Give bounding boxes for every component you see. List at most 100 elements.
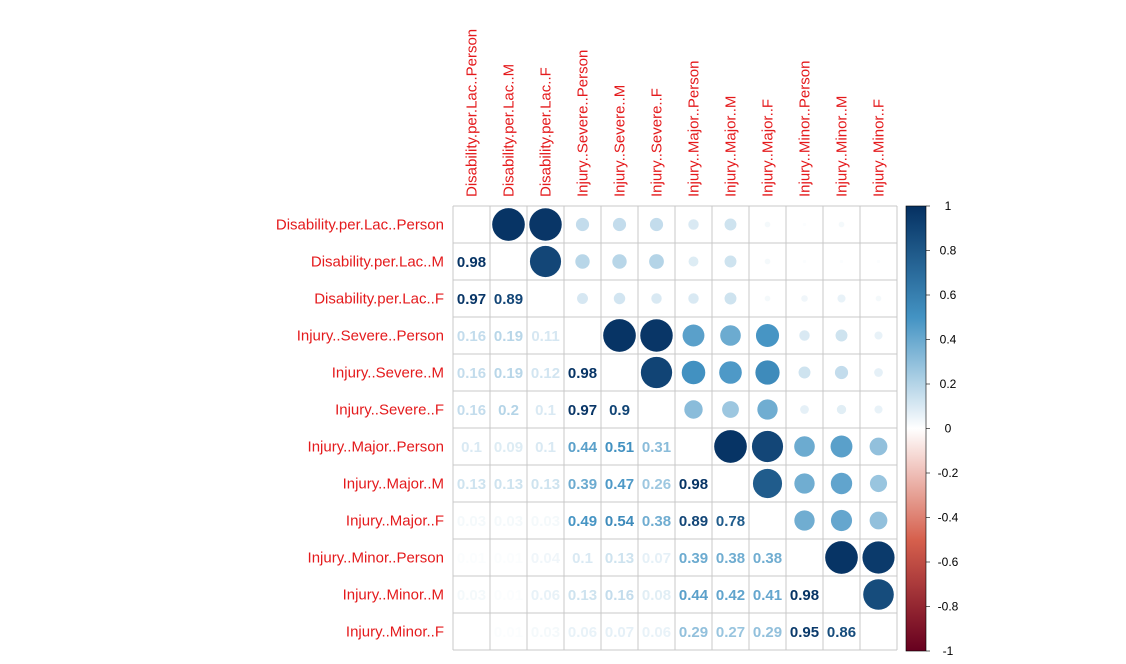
correlation-circle (755, 360, 780, 385)
column-label: Disability.per.Lac..M (501, 64, 518, 197)
correlation-circle (649, 254, 664, 269)
correlation-circle (799, 330, 810, 341)
correlation-value: 0.01 (494, 550, 523, 567)
correlation-circle (839, 259, 844, 264)
correlation-circle (640, 356, 673, 389)
correlation-value: 0.01 (494, 587, 523, 604)
correlation-value: 0.44 (679, 587, 709, 604)
correlation-circle (688, 219, 699, 230)
colorbar-tick-label: 0.4 (940, 333, 957, 347)
column-label: Disability.per.Lac..F (538, 67, 555, 197)
correlation-value: 0.16 (457, 402, 486, 419)
correlation-value: 0.1 (535, 402, 556, 419)
correlation-circle (869, 474, 888, 493)
correlation-circle (575, 254, 590, 269)
correlation-value: 0.86 (827, 624, 856, 641)
correlation-value: 0.9 (609, 402, 630, 419)
column-label: Injury..Severe..F (649, 88, 666, 197)
colorbar-tick-label: 0.6 (940, 288, 957, 302)
correlation-value: 0.06 (642, 624, 671, 641)
correlation-value: 0.26 (642, 476, 671, 493)
correlation-circle (681, 360, 706, 385)
row-label: Disability.per.Lac..F (314, 291, 444, 308)
correlation-value: 0.98 (457, 254, 486, 271)
correlation-circle (862, 541, 895, 574)
correlation-circle (751, 430, 784, 463)
correlation-value: 0.19 (494, 365, 523, 382)
colorbar-tick-label: -0.4 (938, 511, 959, 525)
column-label: Injury..Major..M (723, 96, 740, 197)
correlation-value: 0.54 (605, 513, 635, 530)
correlation-circle (798, 366, 811, 379)
correlation-circle (794, 510, 815, 531)
correlation-circle (863, 579, 894, 610)
colorbar-tick-label: -0.8 (938, 600, 959, 614)
correlation-circle (757, 399, 778, 420)
correlation-value: 0.49 (568, 513, 597, 530)
correlation-circle (613, 292, 626, 305)
correlation-value: 0.78 (716, 513, 745, 530)
correlation-circle (688, 293, 699, 304)
colorbar: 1 0.8 0.6 0.4 0.2 0 -0.2 -0.4 -0.6 -0.8 -1 (905, 199, 959, 658)
correlation-value: 0.04 (531, 550, 561, 567)
correlation-value: 0.97 (568, 402, 597, 419)
correlation-circle (834, 365, 849, 380)
correlation-circle (684, 400, 703, 419)
correlation-circle (800, 405, 809, 414)
correlation-value: 0 (467, 624, 475, 641)
correlation-value: 0.29 (679, 624, 708, 641)
correlation-value: 0.42 (716, 587, 745, 604)
correlation-circle (577, 293, 588, 304)
correlation-circle (794, 473, 815, 494)
row-label: Injury..Minor..F (346, 624, 444, 641)
correlation-value: 0.1 (535, 439, 556, 456)
correlation-value: 0.13 (568, 587, 597, 604)
grid-layer (452, 205, 898, 651)
column-label: Injury..Minor..F (871, 99, 888, 197)
column-label: Injury..Severe..M (612, 85, 629, 197)
row-label: Injury..Minor..M (343, 587, 444, 604)
row-label: Injury..Major..Person (308, 439, 444, 456)
column-label: Disability.per.Lac..Person (464, 29, 481, 197)
correlation-circle (802, 259, 807, 264)
correlation-circle (836, 404, 847, 415)
correlation-value: 0.03 (531, 513, 560, 530)
correlation-circle (755, 323, 780, 348)
correlation-circle (802, 222, 807, 227)
correlation-circle (869, 437, 888, 456)
column-label: Injury..Minor..Person (797, 61, 814, 197)
correlation-value: 0.16 (457, 365, 486, 382)
correlation-value: 0.08 (642, 587, 671, 604)
correlation-circle (612, 254, 627, 269)
correlation-circle (838, 221, 845, 228)
correlation-circle (682, 324, 705, 347)
correlation-value: 0.03 (457, 513, 486, 530)
correlation-value: 0.07 (605, 624, 634, 641)
correlation-value: 0.06 (531, 587, 560, 604)
correlation-circle (714, 430, 747, 463)
correlation-value: 0.38 (716, 550, 745, 567)
correlation-value: 0.03 (531, 624, 560, 641)
correlation-circle (830, 509, 853, 532)
correlation-circle (529, 208, 562, 241)
correlation-value: 0.1 (572, 550, 593, 567)
row-label: Injury..Severe..M (332, 365, 444, 382)
colorbar-tick-label: 0.8 (940, 244, 957, 258)
colorbar-tick-label: 0 (945, 422, 952, 436)
correlation-circle (874, 405, 883, 414)
correlation-circle (492, 208, 525, 241)
row-label: Disability.per.Lac..M (311, 254, 444, 271)
correlation-circle (529, 245, 562, 278)
correlation-value: 0.13 (457, 476, 486, 493)
correlation-value: 0.38 (642, 513, 671, 530)
correlation-value: 0.09 (494, 439, 523, 456)
correlation-circle (575, 217, 590, 232)
correlation-circle (764, 295, 771, 302)
correlation-circle (794, 436, 815, 457)
correlation-value: 0.01 (457, 550, 486, 567)
colorbar-tick-label: -0.2 (938, 466, 959, 480)
correlation-circle (640, 319, 673, 352)
correlation-value: 0.38 (753, 550, 782, 567)
correlation-circle (875, 295, 882, 302)
